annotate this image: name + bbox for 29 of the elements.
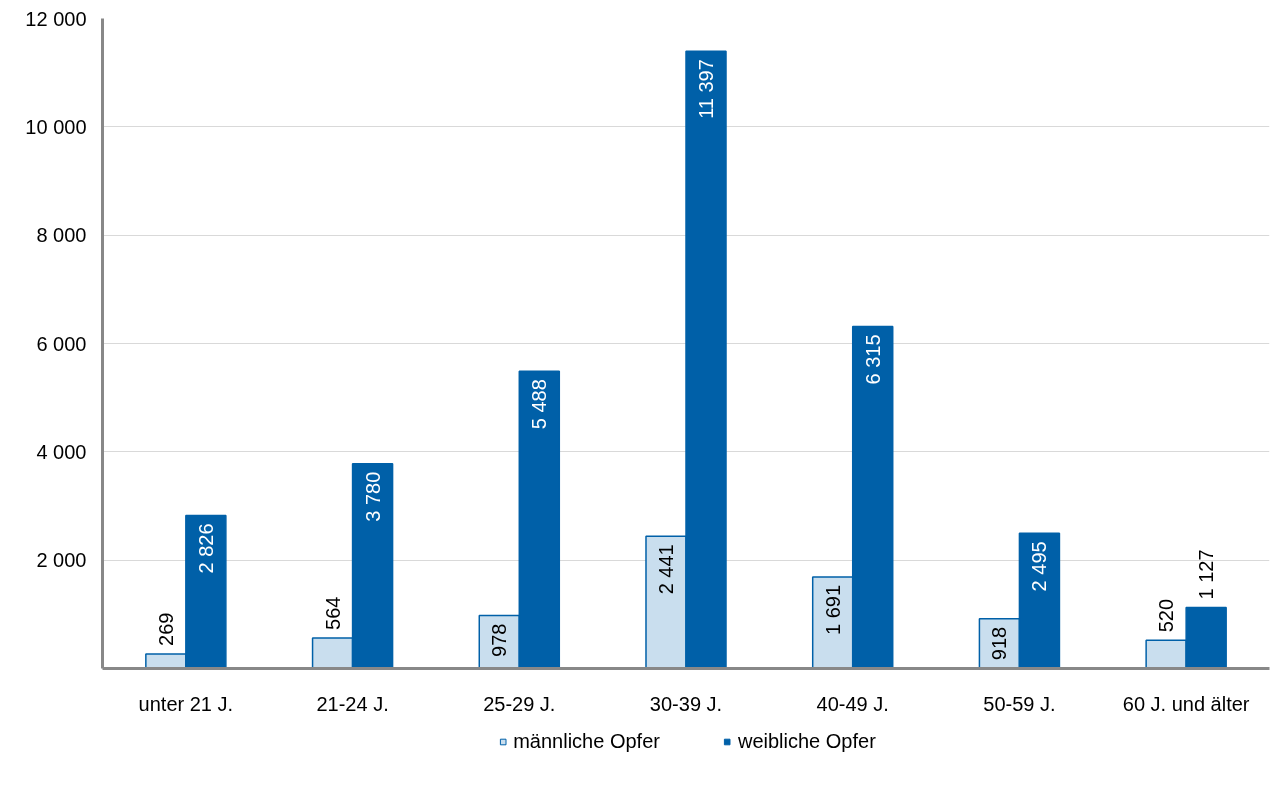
legend-label: weibliche Opfer: [737, 729, 876, 753]
data-label: 5 488: [528, 379, 551, 430]
x-tick-label: 60 J. und älter: [1122, 692, 1250, 715]
data-label: 564: [321, 596, 344, 630]
x-tick-label: 50-59 J.: [983, 692, 1056, 715]
data-label: 978: [488, 623, 511, 657]
x-tick-label: unter 21 J.: [138, 692, 234, 715]
y-tick-label: 12 000: [25, 7, 87, 30]
y-tick-label: 6 000: [36, 332, 87, 355]
y-tick-label: 10 000: [25, 115, 87, 138]
y-tick-label: 8 000: [36, 224, 87, 247]
data-label: 269: [154, 612, 177, 646]
x-tick-label: 21-24 J.: [316, 692, 389, 715]
data-label: 11 397: [695, 59, 718, 119]
x-tick-label: 30-39 J.: [649, 692, 723, 715]
data-label: 2 826: [194, 523, 217, 574]
data-label: 1 691: [821, 584, 844, 635]
x-tick-label: 40-49 J.: [816, 692, 889, 715]
data-label: 2 495: [1028, 541, 1051, 592]
x-tick-label: 25-29 J.: [483, 692, 556, 715]
data-label: 6 315: [861, 334, 884, 385]
data-label: 3 780: [361, 471, 384, 522]
data-label: 2 441: [654, 544, 677, 595]
data-label: 918: [988, 626, 1011, 661]
data-label: 520: [1155, 598, 1178, 633]
legend-label: männliche Opfer: [513, 729, 660, 753]
data-label: 1 127: [1195, 549, 1218, 600]
y-tick-label: 4 000: [36, 440, 87, 463]
y-tick-label: 2 000: [36, 549, 87, 572]
